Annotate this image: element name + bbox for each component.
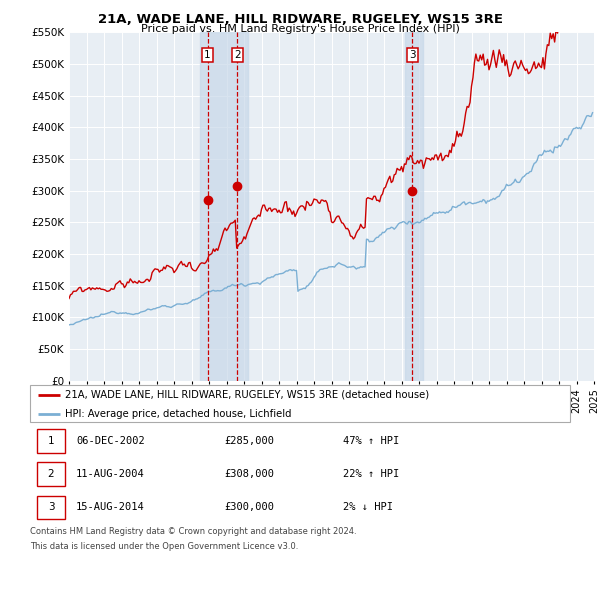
FancyBboxPatch shape xyxy=(37,430,65,453)
Text: £285,000: £285,000 xyxy=(224,437,274,446)
FancyBboxPatch shape xyxy=(37,463,65,486)
Text: 3: 3 xyxy=(409,50,416,60)
Text: 21A, WADE LANE, HILL RIDWARE, RUGELEY, WS15 3RE (detached house): 21A, WADE LANE, HILL RIDWARE, RUGELEY, W… xyxy=(65,390,429,399)
FancyBboxPatch shape xyxy=(30,385,570,422)
Text: 1: 1 xyxy=(204,50,211,60)
Text: 2% ↓ HPI: 2% ↓ HPI xyxy=(343,503,393,512)
Text: 22% ↑ HPI: 22% ↑ HPI xyxy=(343,470,400,479)
Text: Price paid vs. HM Land Registry's House Price Index (HPI): Price paid vs. HM Land Registry's House … xyxy=(140,24,460,34)
Text: This data is licensed under the Open Government Licence v3.0.: This data is licensed under the Open Gov… xyxy=(30,542,298,550)
Text: £300,000: £300,000 xyxy=(224,503,274,512)
Text: 2: 2 xyxy=(234,50,241,60)
Text: Contains HM Land Registry data © Crown copyright and database right 2024.: Contains HM Land Registry data © Crown c… xyxy=(30,527,356,536)
Text: £308,000: £308,000 xyxy=(224,470,274,479)
Text: 11-AUG-2004: 11-AUG-2004 xyxy=(76,470,145,479)
Text: 3: 3 xyxy=(48,503,55,512)
Bar xyxy=(200,32,248,381)
Text: 1: 1 xyxy=(48,437,55,446)
Text: 15-AUG-2014: 15-AUG-2014 xyxy=(76,503,145,512)
Text: HPI: Average price, detached house, Lichfield: HPI: Average price, detached house, Lich… xyxy=(65,409,292,419)
Text: 21A, WADE LANE, HILL RIDWARE, RUGELEY, WS15 3RE: 21A, WADE LANE, HILL RIDWARE, RUGELEY, W… xyxy=(97,13,503,26)
Text: 47% ↑ HPI: 47% ↑ HPI xyxy=(343,437,400,446)
FancyBboxPatch shape xyxy=(37,496,65,519)
Bar xyxy=(405,32,422,381)
Text: 06-DEC-2002: 06-DEC-2002 xyxy=(76,437,145,446)
Text: 2: 2 xyxy=(48,470,55,479)
